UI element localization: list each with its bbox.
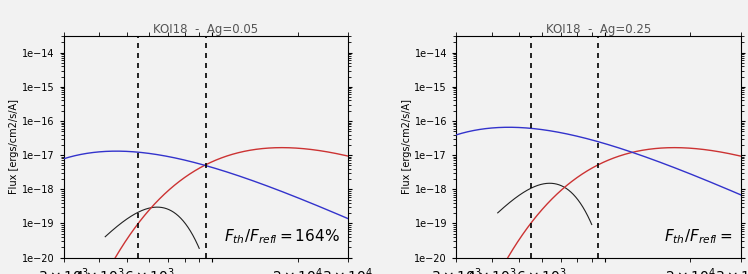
Title: KOI18  -  Ag=0.05: KOI18 - Ag=0.05 <box>153 23 258 36</box>
Text: $F_{th}/F_{refl} =$: $F_{th}/F_{refl} =$ <box>663 228 732 247</box>
Y-axis label: Flux [ergs/cm2/s/A]: Flux [ergs/cm2/s/A] <box>9 99 19 194</box>
Title: KOI18  -  Ag=0.25: KOI18 - Ag=0.25 <box>546 23 651 36</box>
Text: $F_{th}/F_{refl} = 164\%$: $F_{th}/F_{refl} = 164\%$ <box>224 228 340 247</box>
Y-axis label: Flux [ergs/cm2/s/A]: Flux [ergs/cm2/s/A] <box>402 99 411 194</box>
